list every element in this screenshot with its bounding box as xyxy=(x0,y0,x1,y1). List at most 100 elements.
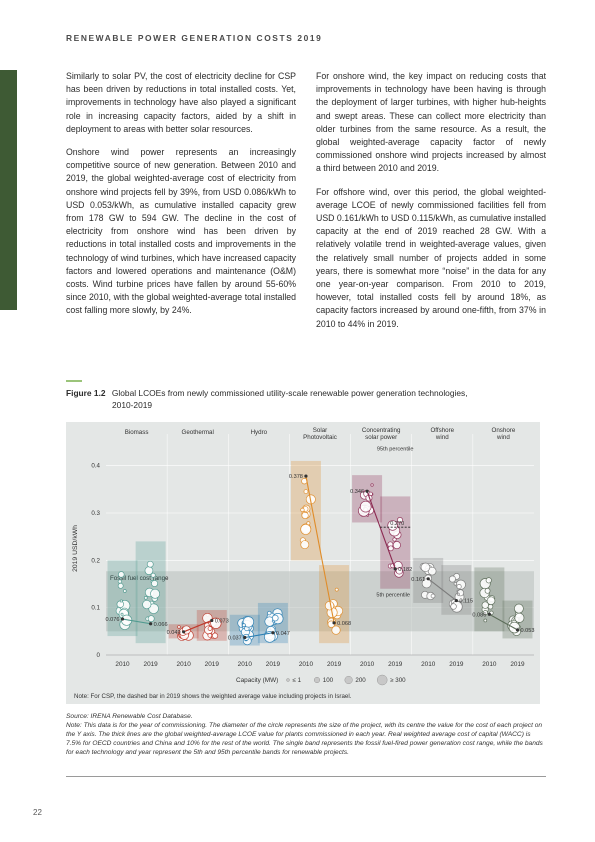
figure-label: Figure 1.2 xyxy=(66,388,106,398)
project-bubble xyxy=(147,615,155,623)
project-bubble xyxy=(514,603,524,614)
y-tick-label: 0.1 xyxy=(91,605,100,612)
data-label-2010: 0.378 xyxy=(289,474,303,480)
source-line: Source: IRENA Renewable Cost Database. xyxy=(66,713,193,720)
y-tick-label: 0 xyxy=(97,652,101,659)
project-bubble xyxy=(514,612,525,623)
fossil-fuel-label: Fossil fuel cost range xyxy=(110,575,169,582)
x-tick-label: 2019 xyxy=(144,661,159,668)
legend-bubble xyxy=(313,676,321,684)
project-bubble xyxy=(300,507,305,513)
project-bubble xyxy=(303,489,309,494)
chart-panel: 0 0.1 0.2 0.3 0.4 2019 USD/kWh Fossil fuel cos… xyxy=(66,422,540,704)
project-bubble xyxy=(481,601,489,609)
project-bubble xyxy=(508,621,521,634)
technology-label: Offshore xyxy=(430,427,454,434)
data-label-2010: 0.346 xyxy=(350,489,364,495)
paragraph: Similarly to solar PV, the cost of elect… xyxy=(66,71,296,134)
weighted-average-marker xyxy=(304,474,308,478)
data-label-2010: 0.076 xyxy=(106,617,120,623)
project-bubble xyxy=(450,603,457,610)
project-bubble xyxy=(212,632,219,639)
project-bubble xyxy=(117,571,125,578)
right-column: For onshore wind, the key impact on redu… xyxy=(316,70,546,341)
project-bubble xyxy=(300,540,310,550)
technology-label: Biomass xyxy=(125,429,149,436)
y-axis-label: 2019 USD/kWh xyxy=(72,525,79,572)
x-tick-label: 2019 xyxy=(327,661,342,668)
x-tick-label: 2010 xyxy=(482,661,497,668)
x-tick-label: 2010 xyxy=(360,661,375,668)
project-bubble xyxy=(119,599,123,603)
weighted-average-marker xyxy=(365,489,369,493)
x-tick-label: 2010 xyxy=(115,661,130,668)
x-tick-label: 2019 xyxy=(388,661,403,668)
project-bubble xyxy=(150,572,156,578)
weighted-average-marker xyxy=(332,621,336,625)
note-text: This data is for the year of commissioni… xyxy=(66,722,543,756)
project-bubble xyxy=(456,592,460,596)
chart-note: Note: For CSP, the dashed bar in 2019 sh… xyxy=(74,693,352,700)
legend-item-label: 200 xyxy=(355,677,366,684)
project-bubble xyxy=(387,520,398,531)
paragraph: Onshore wind power represents an increas… xyxy=(66,147,296,316)
project-bubble xyxy=(150,588,161,599)
weighted-average-marker xyxy=(454,598,458,603)
project-bubble xyxy=(202,612,213,624)
weighted-average-line xyxy=(366,491,396,570)
paragraph: For offshore wind, over this period, the… xyxy=(316,186,546,329)
weighted-average-marker xyxy=(487,612,491,616)
technology-label: Concentrating xyxy=(362,427,401,434)
p95-label: 95th percentile xyxy=(377,446,414,452)
weighted-average-line xyxy=(122,618,151,625)
weighted-average-line xyxy=(427,578,457,602)
chapter-side-tab xyxy=(0,70,17,310)
weighted-average-line xyxy=(183,619,212,633)
data-label-2019: 0.073 xyxy=(215,618,229,624)
weighted-average-marker xyxy=(149,622,153,626)
project-bubble xyxy=(334,587,339,592)
project-bubble xyxy=(267,610,272,616)
project-bubble xyxy=(456,584,462,590)
project-bubble xyxy=(486,596,496,606)
lcoe-chart: 0 0.1 0.2 0.3 0.4 2019 USD/kWh Fossil fuel cos… xyxy=(72,427,534,700)
legend-bubble xyxy=(286,678,290,682)
figure-title-line2: 2010-2019 xyxy=(112,399,153,410)
project-bubble xyxy=(392,541,401,550)
project-bubble xyxy=(151,580,159,587)
project-bubble xyxy=(448,575,456,583)
project-bubble xyxy=(207,626,213,631)
csp-dashed-label: 0.270 xyxy=(390,521,404,527)
project-bubble xyxy=(324,601,335,611)
project-bubble xyxy=(142,599,152,610)
x-tick-label: 2010 xyxy=(177,661,192,668)
project-bubble xyxy=(420,562,431,573)
project-bubble xyxy=(453,582,458,586)
x-tick-label: 2019 xyxy=(449,661,464,668)
weighted-average-marker xyxy=(271,631,275,635)
note-label: Note: xyxy=(66,722,82,729)
data-label-2010: 0.161 xyxy=(411,577,425,583)
paragraph: For onshore wind, the key impact on redu… xyxy=(316,71,546,174)
legend-item-label: 100 xyxy=(323,677,334,684)
project-bubble xyxy=(482,610,488,616)
project-bubble xyxy=(122,589,127,593)
left-column: Similarly to solar PV, the cost of elect… xyxy=(66,70,296,328)
project-bubble xyxy=(395,567,403,575)
x-tick-label: 2019 xyxy=(510,661,525,668)
x-tick-label: 2010 xyxy=(421,661,436,668)
legend-title: Capacity (MW) xyxy=(236,677,278,684)
legend-bubble xyxy=(344,675,353,685)
project-bubble xyxy=(396,516,403,523)
legend-item-label: ≤ 1 xyxy=(293,677,302,684)
bottom-divider xyxy=(66,776,546,777)
x-tick-label: 2010 xyxy=(299,661,314,668)
weighted-average-marker xyxy=(120,617,125,621)
figure-caption: Figure 1.2 Global LCOEs from newly commi… xyxy=(66,388,536,411)
project-bubble xyxy=(144,566,154,575)
page-number: 22 xyxy=(33,808,42,817)
y-tick-label: 0.3 xyxy=(91,510,100,517)
weighted-average-line xyxy=(489,613,518,631)
technology-label: Solar xyxy=(313,427,327,434)
project-bubble xyxy=(370,483,374,487)
